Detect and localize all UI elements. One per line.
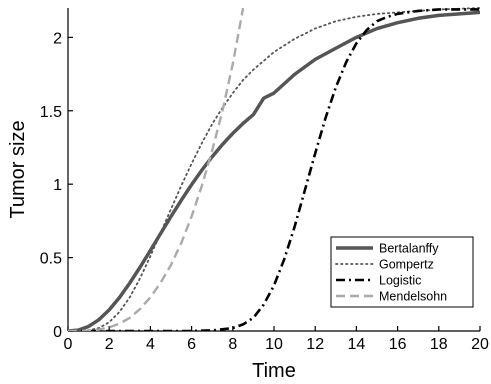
y-tick-label: 1.5: [40, 104, 62, 121]
x-tick-label: 20: [471, 336, 489, 353]
series-line-logistic: [68, 8, 480, 331]
x-tick-label: 10: [265, 336, 283, 353]
legend-label-gompertz: Gompertz: [379, 258, 434, 272]
legend-label-bertalanffy: Bertalanffy: [379, 242, 439, 256]
x-tick-label: 4: [146, 336, 155, 353]
y-axis-label: Tumor size: [7, 120, 29, 218]
x-tick-label: 12: [306, 336, 324, 353]
x-tick-label: 8: [228, 336, 237, 353]
legend: Bertalanffy Gompertz Logistic Mendelsohn: [330, 236, 474, 308]
x-tick-label: 14: [348, 336, 366, 353]
y-tick-label: 0: [53, 324, 62, 341]
legend-label-logistic: Logistic: [379, 274, 421, 288]
x-tick-label: 2: [105, 336, 114, 353]
x-tick-label: 18: [430, 336, 448, 353]
series-lines: [68, 7, 480, 331]
series-line-gompertz: [68, 7, 480, 331]
x-tick-label: 0: [64, 336, 73, 353]
y-axis-ticks: 0 0.5 1 1.5 2: [40, 30, 73, 341]
y-tick-label: 2: [53, 30, 62, 47]
x-tick-label: 16: [389, 336, 407, 353]
y-tick-label: 0.5: [40, 251, 62, 268]
series-line-bertalanffy: [68, 10, 480, 331]
x-tick-label: 6: [187, 336, 196, 353]
x-axis-label: Time: [252, 360, 296, 382]
series-line-mendelsohn: [68, 7, 245, 331]
x-axis-ticks: 0 2 4 6 8 10 12 14 16 18 20: [64, 326, 489, 353]
legend-label-mendelsohn: Mendelsohn: [379, 290, 447, 304]
y-tick-label: 1: [53, 177, 62, 194]
